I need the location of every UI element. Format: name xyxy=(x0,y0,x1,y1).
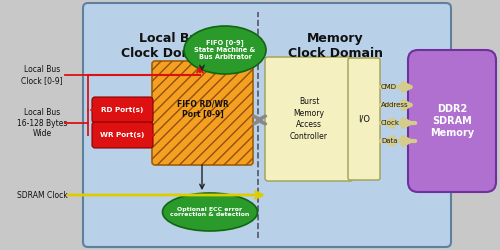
Text: DDR2
SDRAM
Memory: DDR2 SDRAM Memory xyxy=(430,104,474,138)
Text: RD Port(s): RD Port(s) xyxy=(101,107,143,113)
Text: FIFO [0-9]
State Machine &
Bus Arbitrator: FIFO [0-9] State Machine & Bus Arbitrato… xyxy=(194,40,256,60)
Text: Data: Data xyxy=(381,138,398,144)
Ellipse shape xyxy=(162,193,258,231)
FancyBboxPatch shape xyxy=(92,122,153,148)
Text: CMD: CMD xyxy=(381,84,397,90)
Text: Local Bus
Clock [0-9]: Local Bus Clock [0-9] xyxy=(21,65,63,85)
FancyBboxPatch shape xyxy=(92,97,153,123)
Text: Burst
Memory
Access
Controller: Burst Memory Access Controller xyxy=(290,97,328,141)
Text: WR Port(s): WR Port(s) xyxy=(100,132,144,138)
Text: FIFO RD/WR
Port [0-9]: FIFO RD/WR Port [0-9] xyxy=(176,99,229,119)
FancyBboxPatch shape xyxy=(152,61,253,165)
FancyBboxPatch shape xyxy=(348,58,380,180)
Text: Address: Address xyxy=(381,102,408,108)
FancyBboxPatch shape xyxy=(83,3,451,247)
Text: Local Bus
16-128 Bytes
Wide: Local Bus 16-128 Bytes Wide xyxy=(17,108,67,138)
FancyBboxPatch shape xyxy=(265,57,353,181)
Text: Local Bus
Clock Domains: Local Bus Clock Domains xyxy=(121,32,223,60)
Text: SDRAM Clock: SDRAM Clock xyxy=(16,190,68,200)
Text: Optional ECC error
correction & detection: Optional ECC error correction & detectio… xyxy=(170,206,250,218)
Text: Clock: Clock xyxy=(381,120,400,126)
Ellipse shape xyxy=(184,26,266,74)
Text: Memory
Clock Domain: Memory Clock Domain xyxy=(288,32,382,60)
Text: I/O: I/O xyxy=(358,114,370,124)
FancyBboxPatch shape xyxy=(408,50,496,192)
